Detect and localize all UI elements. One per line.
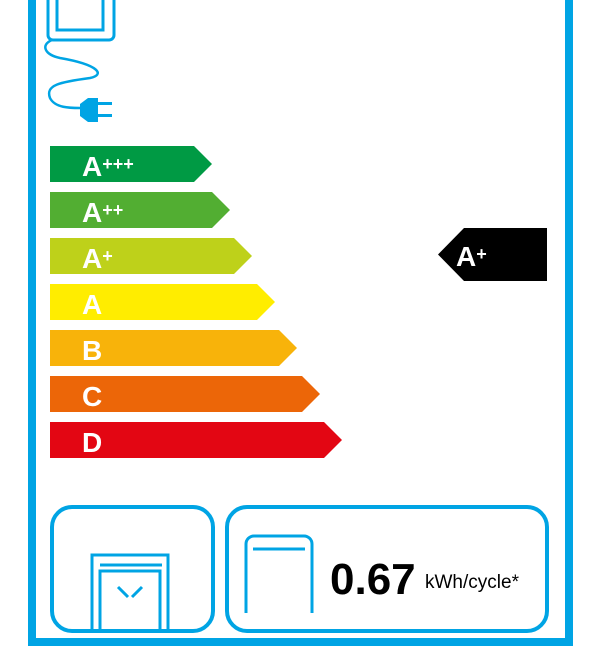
energy-consumption-value: 0.67: [330, 555, 416, 604]
energy-class-bar: C: [50, 376, 320, 412]
class-plus: +++: [102, 154, 134, 174]
oven-box: [50, 505, 215, 633]
energy-consumption-unit: kWh/cycle*: [425, 572, 519, 593]
rating-plus: +: [476, 244, 487, 264]
energy-class-bar: A+++: [50, 146, 212, 182]
energy-class-bar: B: [50, 330, 297, 366]
class-letter: B: [82, 335, 103, 366]
class-letter: A: [82, 197, 103, 228]
class-letter: A: [82, 243, 103, 274]
class-letter: D: [82, 427, 103, 458]
class-letter: C: [82, 381, 103, 412]
class-plus: ++: [102, 200, 124, 220]
energy-class-bar: D: [50, 422, 342, 458]
oven-front-icon: [244, 534, 314, 613]
class-letter: A: [82, 151, 103, 182]
energy-rating-indicator: A+: [438, 228, 547, 281]
oven-icon: [90, 553, 170, 633]
class-letter: A: [82, 289, 103, 320]
appliance-plug-icon: [44, 0, 116, 122]
energy-class-bar: A: [50, 284, 275, 320]
energy-class-bar: A++: [50, 192, 230, 228]
energy-class-bar: A+: [50, 238, 252, 274]
class-plus: +: [102, 246, 113, 266]
rating-letter: A: [456, 241, 477, 272]
